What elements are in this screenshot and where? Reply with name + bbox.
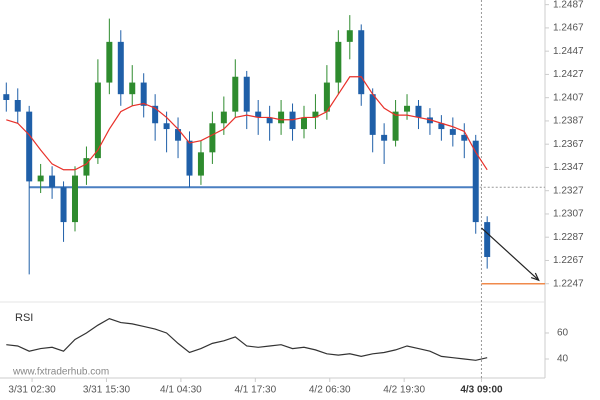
watermark: www.fxtraderhub.com <box>12 367 109 378</box>
y-tick-label: 60 <box>557 328 569 339</box>
rsi-label: RSI <box>15 312 33 324</box>
y-tick-label: 1.2287 <box>553 232 584 243</box>
candle-body <box>461 134 468 141</box>
y-tick-label: 1.2467 <box>553 23 584 34</box>
candle-body <box>71 175 78 223</box>
candle-body <box>14 100 21 112</box>
candle-body <box>415 105 422 118</box>
candle-body <box>117 41 124 95</box>
candle-body <box>209 123 216 153</box>
y-tick-label: 1.2487 <box>553 0 584 10</box>
candle-body <box>83 158 90 176</box>
candle-body <box>346 30 353 42</box>
y-tick-label: 1.2267 <box>553 255 584 266</box>
candle-body <box>94 82 101 159</box>
y-tick-label: 1.2347 <box>553 162 584 173</box>
x-tick-label: 4/3 09:00 <box>460 385 503 396</box>
y-tick-label: 1.2407 <box>553 92 584 103</box>
candle-body <box>369 94 376 135</box>
candle-body <box>381 134 388 141</box>
candle-body <box>404 105 411 112</box>
candle-body <box>243 76 250 112</box>
candle-body <box>472 140 479 223</box>
candle-body <box>323 82 330 112</box>
candle-body <box>278 111 285 124</box>
y-tick-label: 1.2307 <box>553 209 584 220</box>
candle-body <box>484 222 491 257</box>
candle-body <box>37 175 44 182</box>
candle-body <box>358 30 365 95</box>
y-tick-label: 1.2447 <box>553 46 584 57</box>
y-tick-label: 1.2327 <box>553 185 584 196</box>
candle-body <box>449 129 456 135</box>
candle-body <box>152 105 159 124</box>
y-tick-label: 1.2367 <box>553 139 584 150</box>
candle-body <box>312 111 319 118</box>
x-tick-label: 3/31 15:30 <box>83 385 131 396</box>
y-tick-label: 1.2387 <box>553 116 584 127</box>
candle-body <box>60 187 67 223</box>
candle-body <box>220 111 227 124</box>
x-tick-label: 4/1 04:30 <box>160 385 202 396</box>
x-tick-label: 3/31 02:30 <box>8 385 56 396</box>
candle-body <box>106 41 113 83</box>
x-tick-label: 4/2 19:30 <box>383 385 425 396</box>
candle-body <box>140 82 147 106</box>
candle-body <box>438 123 445 130</box>
candle-body <box>300 117 307 130</box>
candle-body <box>3 94 10 100</box>
candle-body <box>255 111 262 118</box>
candle-body <box>49 175 56 188</box>
moving-average <box>6 76 488 171</box>
x-tick-label: 4/1 17:30 <box>234 385 276 396</box>
candle-body <box>266 117 273 124</box>
y-tick-label: 1.2247 <box>553 278 584 289</box>
candle-body <box>163 123 170 130</box>
candle-body <box>335 41 342 83</box>
candle-body <box>186 140 193 176</box>
forecast-arrow <box>481 227 540 281</box>
candle-body <box>26 111 33 182</box>
candle-body <box>392 111 399 141</box>
candle-body <box>129 82 136 95</box>
x-tick-label: 4/2 06:30 <box>309 385 351 396</box>
arrow-head <box>530 272 540 282</box>
candle-body <box>175 129 182 141</box>
candle-body <box>197 152 204 176</box>
candle-body <box>232 76 239 112</box>
y-tick-label: 1.2427 <box>553 69 584 80</box>
rsi-line <box>6 318 488 361</box>
y-tick-label: 40 <box>557 354 569 365</box>
